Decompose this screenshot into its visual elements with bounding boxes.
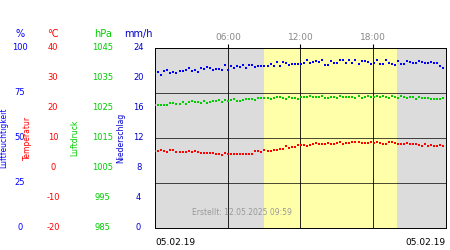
Text: 1035: 1035 <box>92 73 113 82</box>
Text: 4: 4 <box>136 193 141 202</box>
Text: 05.02.19: 05.02.19 <box>405 238 446 247</box>
Text: 75: 75 <box>14 88 25 97</box>
Text: 1005: 1005 <box>92 163 113 172</box>
Text: %: % <box>15 29 24 39</box>
Text: Temperatur: Temperatur <box>23 116 32 160</box>
Text: mm/h: mm/h <box>124 29 153 39</box>
Text: 0: 0 <box>50 163 56 172</box>
Text: 1045: 1045 <box>92 43 113 52</box>
Text: 1015: 1015 <box>92 133 113 142</box>
Text: Luftfeuchtigkeit: Luftfeuchtigkeit <box>0 107 8 168</box>
Text: Luftdruck: Luftdruck <box>70 119 79 156</box>
Text: °C: °C <box>47 29 59 39</box>
Text: 20: 20 <box>133 73 144 82</box>
Text: 05.02.19: 05.02.19 <box>155 238 195 247</box>
Text: Erstellt: 12.05.2025 09:59: Erstellt: 12.05.2025 09:59 <box>193 208 292 217</box>
Bar <box>264 48 397 228</box>
Text: 100: 100 <box>12 43 27 52</box>
Text: 0: 0 <box>17 223 22 232</box>
Text: 0: 0 <box>136 223 141 232</box>
Text: 16: 16 <box>133 103 144 112</box>
Text: 1025: 1025 <box>92 103 113 112</box>
Text: 50: 50 <box>14 133 25 142</box>
Text: Niederschlag: Niederschlag <box>116 112 125 163</box>
Text: 24: 24 <box>133 43 144 52</box>
Text: 20: 20 <box>48 103 58 112</box>
Text: 12: 12 <box>133 133 144 142</box>
Text: 10: 10 <box>48 133 58 142</box>
Text: 40: 40 <box>48 43 58 52</box>
Text: -20: -20 <box>46 223 60 232</box>
Text: 995: 995 <box>95 193 111 202</box>
Text: -10: -10 <box>46 193 60 202</box>
Text: hPa: hPa <box>94 29 112 39</box>
Text: 8: 8 <box>136 163 141 172</box>
Text: 30: 30 <box>48 73 58 82</box>
Text: 985: 985 <box>94 223 111 232</box>
Text: 25: 25 <box>14 178 25 187</box>
